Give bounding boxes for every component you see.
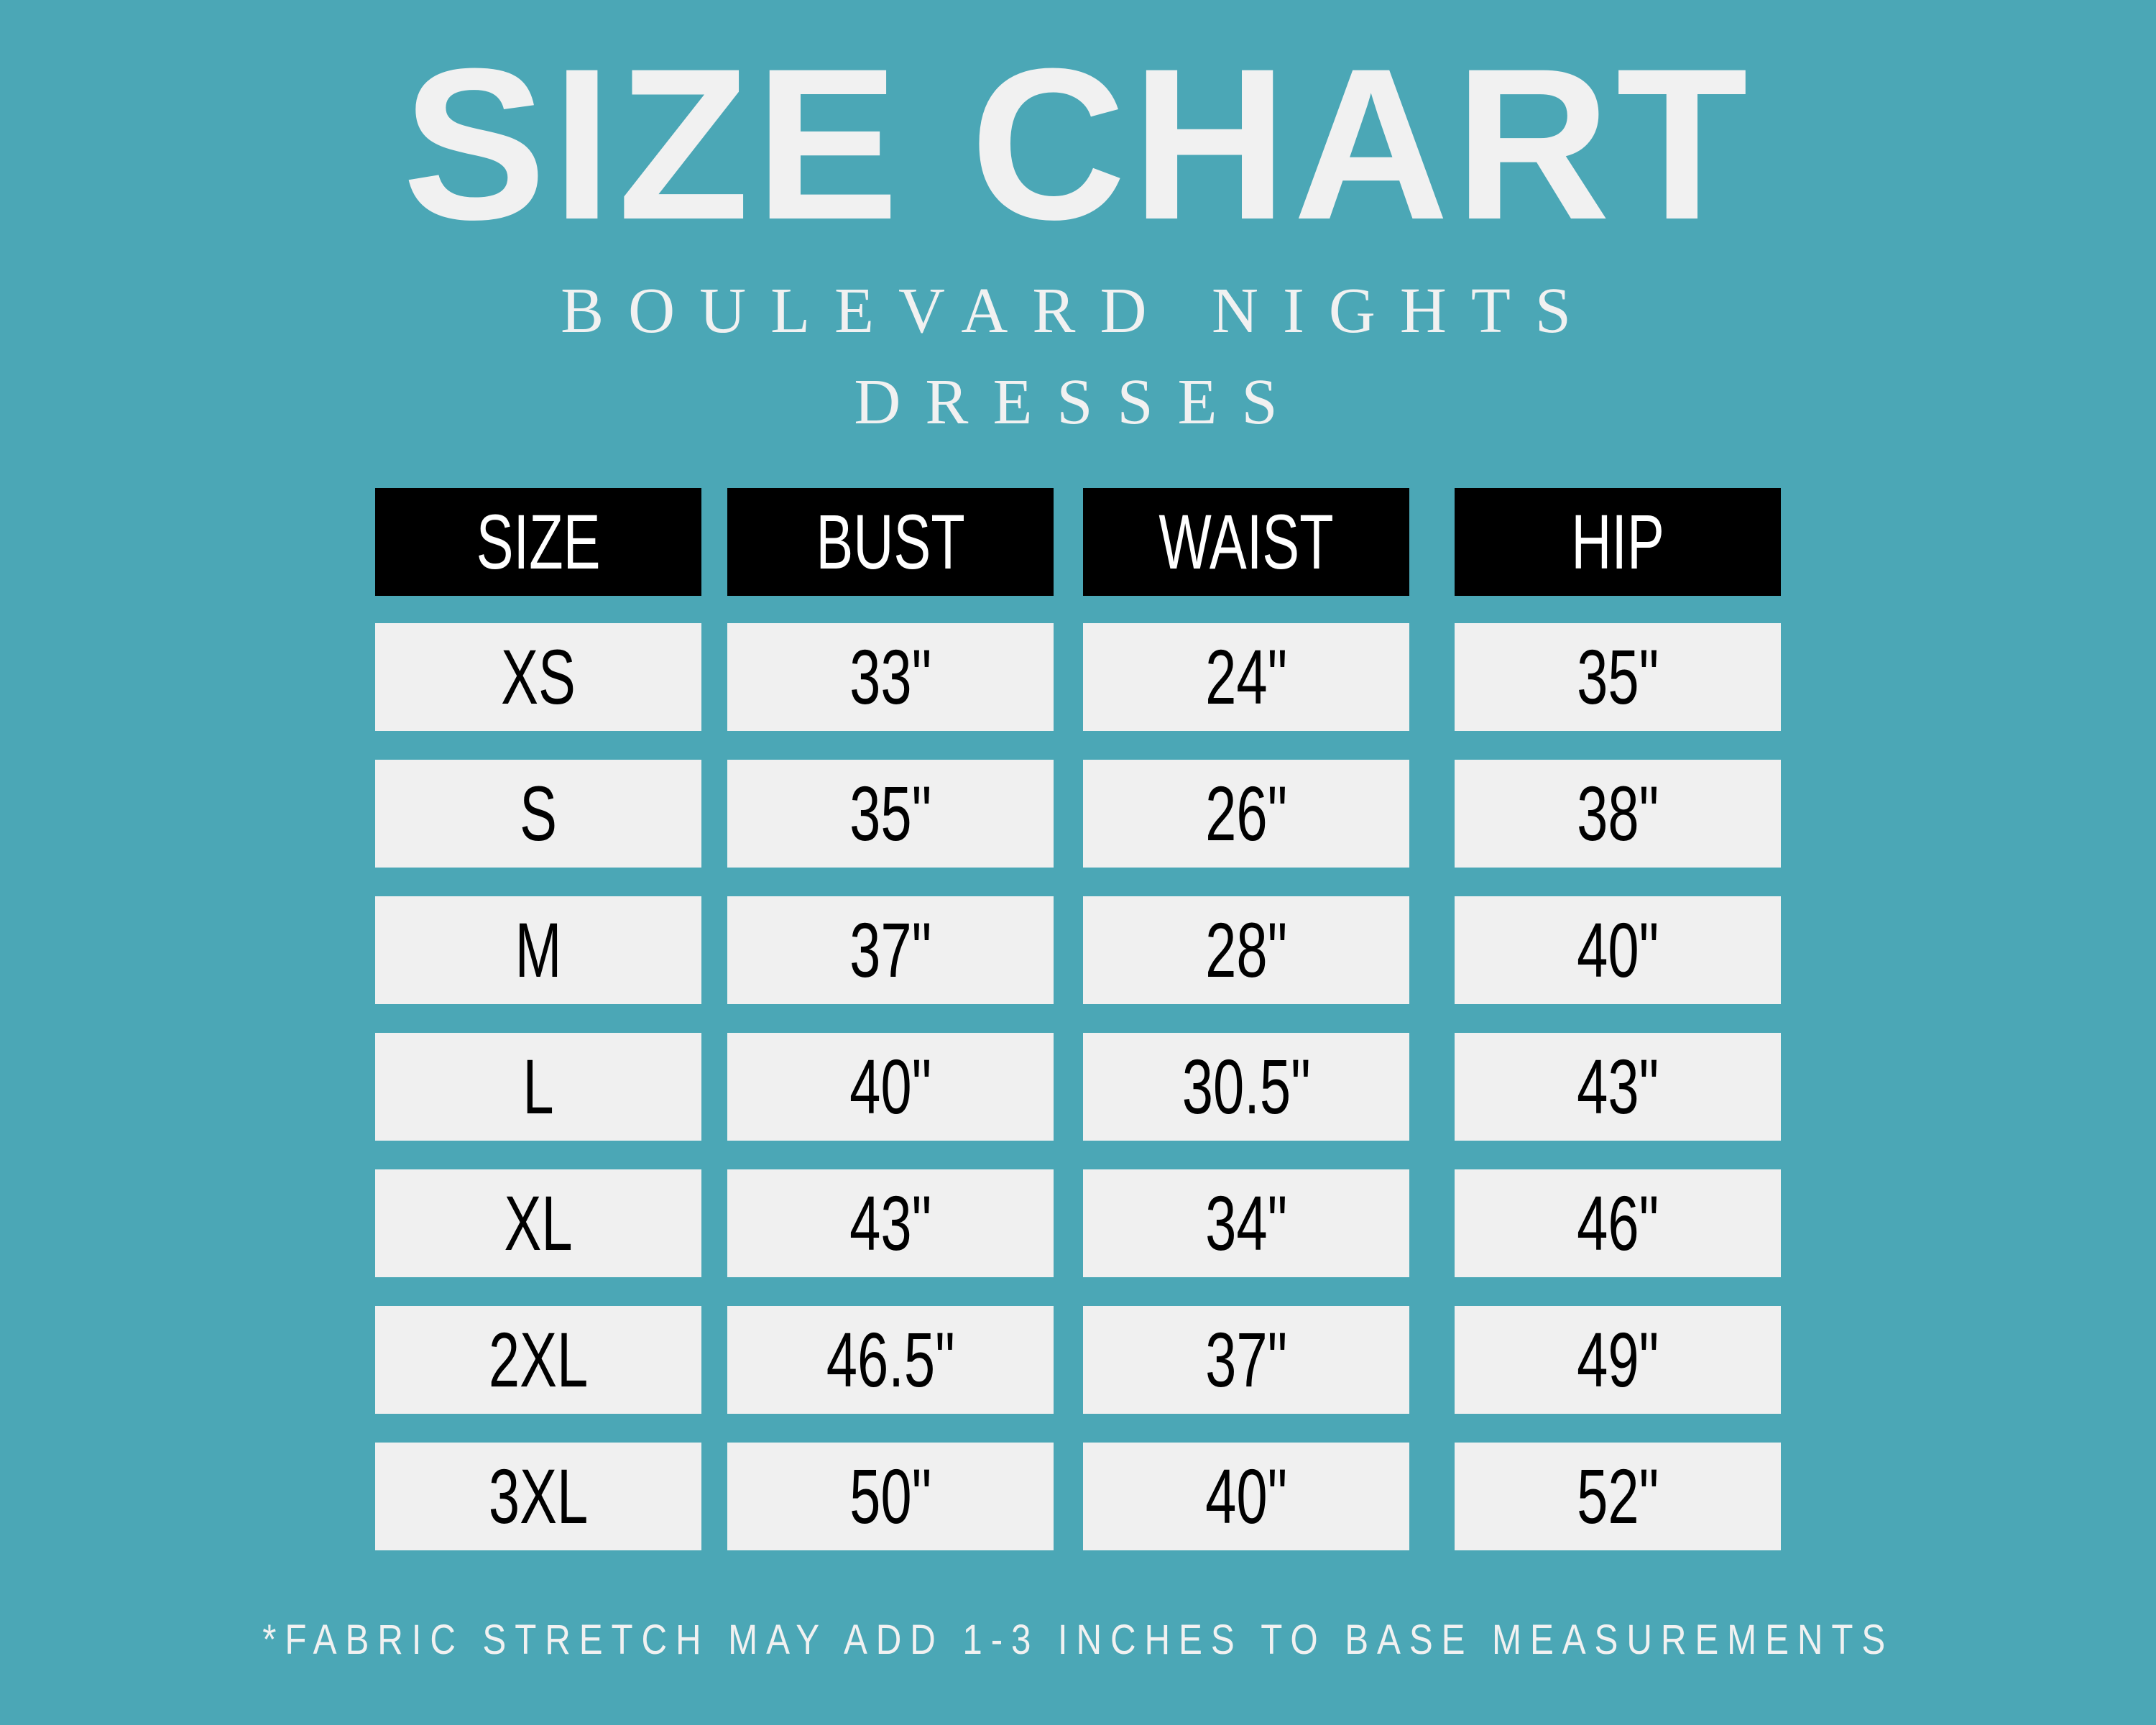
column-header-label: BUST (816, 498, 965, 585)
column-header-label: HIP (1571, 498, 1664, 585)
column-header-bust: BUST (727, 488, 1054, 596)
cell-value: 43" (1576, 1043, 1659, 1130)
cell-value: 34" (1204, 1179, 1288, 1266)
cell-value: 30.5" (1181, 1043, 1311, 1130)
table-cell-size: S (375, 760, 701, 868)
column-header-hip: HIP (1455, 488, 1781, 596)
table-cell-hip: 46" (1455, 1169, 1781, 1277)
table-cell-size: 3XL (375, 1443, 701, 1550)
table-cell-waist: 40" (1083, 1443, 1409, 1550)
table-cell-hip: 49" (1455, 1306, 1781, 1414)
table-cell-hip: 35" (1455, 623, 1781, 731)
table-cell-waist: 37" (1083, 1306, 1409, 1414)
table-cell-bust: 33" (727, 623, 1054, 731)
table-cell-size: XS (375, 623, 701, 731)
cell-value: 37" (849, 906, 932, 993)
cell-value: XS (501, 633, 576, 720)
table-cell-size: 2XL (375, 1306, 701, 1414)
cell-value: XL (504, 1179, 573, 1266)
table-cell-bust: 37" (727, 896, 1054, 1004)
table-cell-waist: 26" (1083, 760, 1409, 868)
table-cell-waist: 34" (1083, 1169, 1409, 1277)
table-cell-bust: 43" (727, 1169, 1054, 1277)
cell-value: 35" (849, 770, 932, 857)
cell-value: 40" (1204, 1453, 1288, 1540)
table-cell-waist: 30.5" (1083, 1033, 1409, 1141)
cell-value: S (520, 770, 557, 857)
cell-value: 50" (849, 1453, 932, 1540)
cell-value: 26" (1204, 770, 1288, 857)
cell-value: M (515, 906, 562, 993)
page-title: SIZE CHART (402, 23, 1754, 264)
table-cell-hip: 52" (1455, 1443, 1781, 1550)
cell-value: 46" (1576, 1179, 1659, 1266)
table-cell-waist: 24" (1083, 623, 1409, 731)
table-cell-size: XL (375, 1169, 701, 1277)
column-header-waist: WAIST (1083, 488, 1409, 596)
table-cell-hip: 40" (1455, 896, 1781, 1004)
product-line-subtitle: BOULEVARD NIGHTS (561, 275, 1595, 346)
cell-value: 40" (849, 1043, 932, 1130)
cell-value: 24" (1204, 633, 1288, 720)
cell-value: 46.5" (826, 1316, 955, 1403)
table-cell-bust: 46.5" (727, 1306, 1054, 1414)
table-cell-bust: 40" (727, 1033, 1054, 1141)
footnote: *FABRIC STRETCH MAY ADD 1-3 INCHES TO BA… (262, 1616, 1894, 1663)
table-cell-waist: 28" (1083, 896, 1409, 1004)
cell-value: 3XL (488, 1453, 589, 1540)
column-header-label: SIZE (476, 498, 601, 585)
table-cell-size: L (375, 1033, 701, 1141)
table-cell-bust: 35" (727, 760, 1054, 868)
cell-value: 52" (1576, 1453, 1659, 1540)
cell-value: 37" (1204, 1316, 1288, 1403)
column-header-size: SIZE (375, 488, 701, 596)
table-cell-bust: 50" (727, 1443, 1054, 1550)
column-header-label: WAIST (1158, 498, 1334, 585)
cell-value: 49" (1576, 1316, 1659, 1403)
cell-value: L (522, 1043, 554, 1130)
table-cell-hip: 38" (1455, 760, 1781, 868)
cell-value: 43" (849, 1179, 932, 1266)
table-cell-hip: 43" (1455, 1033, 1781, 1141)
cell-value: 28" (1204, 906, 1288, 993)
cell-value: 35" (1576, 633, 1659, 720)
product-type-subtitle: DRESSES (854, 367, 1302, 438)
cell-value: 40" (1576, 906, 1659, 993)
cell-value: 38" (1576, 770, 1659, 857)
cell-value: 2XL (488, 1316, 589, 1403)
cell-value: 33" (849, 633, 932, 720)
table-cell-size: M (375, 896, 701, 1004)
